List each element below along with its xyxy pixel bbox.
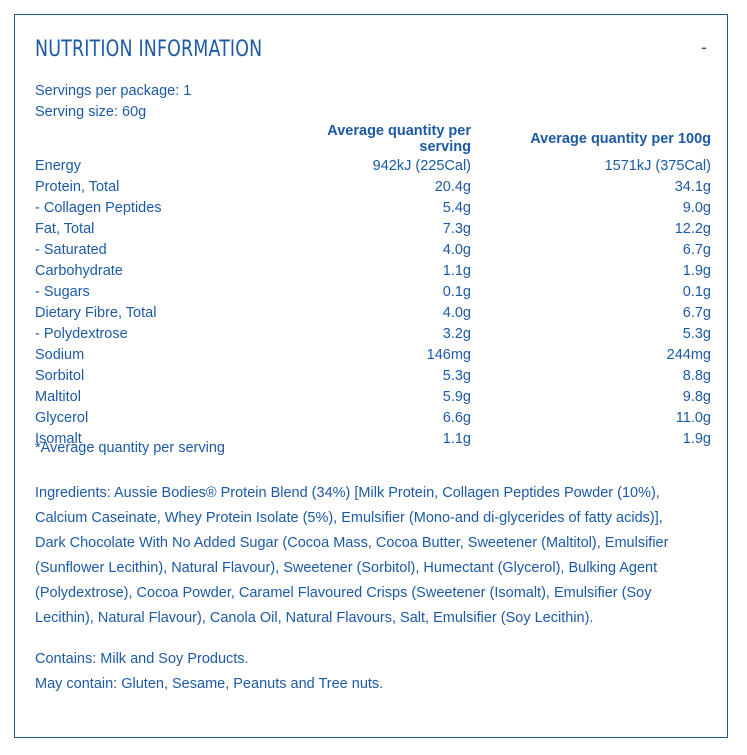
- table-row: Protein, Total 20.4g 34.1g: [35, 176, 711, 197]
- serving-size: Serving size: 60g: [35, 104, 147, 120]
- table-row: Sorbitol 5.3g 8.8g: [35, 365, 711, 386]
- panel-title: Nutrition Information: [35, 37, 263, 62]
- collapse-toggle-icon[interactable]: -: [701, 37, 707, 57]
- value-per-serving: 3.2g: [442, 325, 471, 342]
- table-row: Isomalt 1.1g 1.9g: [35, 428, 711, 449]
- value-per-serving: 146mg: [426, 346, 471, 363]
- table-header-row: Average quantity per serving Average qua…: [35, 123, 711, 155]
- value-per-100g: 1.9g: [682, 262, 711, 279]
- table-row: Glycerol 6.6g 11.0g: [35, 407, 711, 428]
- value-per-100g: 34.1g: [674, 178, 711, 195]
- nutrient-name: Isomalt: [35, 430, 82, 447]
- value-per-100g: 5.3g: [682, 325, 711, 342]
- nutrient-name: - Collagen Peptides: [35, 199, 162, 216]
- nutrition-table: Average quantity per serving Average qua…: [35, 123, 711, 449]
- value-per-serving: 942kJ (225Cal): [372, 157, 471, 174]
- value-per-serving: 1.1g: [442, 430, 471, 447]
- value-per-serving: 4.0g: [442, 241, 471, 258]
- table-row: Energy 942kJ (225Cal) 1571kJ (375Cal): [35, 155, 711, 176]
- nutrient-name: Dietary Fibre, Total: [35, 304, 157, 321]
- value-per-100g: 12.2g: [674, 220, 711, 237]
- value-per-serving: 5.4g: [442, 199, 471, 216]
- value-per-100g: 11.0g: [675, 409, 711, 426]
- panel-header[interactable]: Nutrition Information -: [35, 37, 707, 67]
- value-per-serving: 5.9g: [442, 388, 471, 405]
- nutrient-name: - Saturated: [35, 241, 107, 258]
- table-row: - Collagen Peptides 5.4g 9.0g: [35, 197, 711, 218]
- nutrient-name: Glycerol: [35, 409, 89, 426]
- footnote: *Average quantity per serving: [35, 440, 225, 456]
- nutrient-name: Sodium: [35, 346, 85, 363]
- value-per-100g: 244mg: [666, 346, 711, 363]
- allergen-may-contain: May contain: Gluten, Sesame, Peanuts and…: [35, 676, 384, 692]
- value-per-serving: 1.1g: [442, 262, 471, 279]
- value-per-100g: 1.9g: [682, 430, 711, 447]
- table-row: - Saturated 4.0g 6.7g: [35, 239, 711, 260]
- value-per-serving: 5.3g: [442, 367, 471, 384]
- nutrition-panel: Nutrition Information - Servings per pac…: [14, 14, 728, 738]
- nutrient-name: Energy: [35, 157, 81, 174]
- table-row: - Sugars 0.1g 0.1g: [35, 281, 711, 302]
- nutrient-name: Carbohydrate: [35, 262, 123, 279]
- allergen-contains: Contains: Milk and Soy Products.: [35, 651, 249, 667]
- value-per-100g: 9.0g: [682, 199, 711, 216]
- value-per-serving: 0.1g: [442, 283, 471, 300]
- ingredients-text: Ingredients: Aussie Bodies® Protein Blen…: [35, 485, 669, 626]
- nutrient-name: Fat, Total: [35, 220, 95, 237]
- table-row: Maltitol 5.9g 9.8g: [35, 386, 711, 407]
- table-row: Fat, Total 7.3g 12.2g: [35, 218, 711, 239]
- value-per-100g: 6.7g: [682, 304, 711, 321]
- column-header-per-serving: Average quantity per serving: [327, 123, 471, 155]
- value-per-serving: 6.6g: [442, 409, 471, 426]
- servings-per-package: Servings per package: 1: [35, 83, 192, 99]
- column-header-name: [35, 123, 281, 155]
- value-per-100g: 0.1g: [682, 283, 711, 300]
- value-per-serving: 7.3g: [442, 220, 471, 237]
- nutrient-name: - Sugars: [35, 283, 90, 300]
- nutrient-name: Sorbitol: [35, 367, 85, 384]
- value-per-100g: 8.8g: [682, 367, 711, 384]
- value-per-serving: 4.0g: [442, 304, 471, 321]
- value-per-100g: 1571kJ (375Cal): [604, 157, 711, 174]
- table-row: Sodium 146mg 244mg: [35, 344, 711, 365]
- table-row: - Polydextrose 3.2g 5.3g: [35, 323, 711, 344]
- value-per-100g: 9.8g: [682, 388, 711, 405]
- nutrient-name: Protein, Total: [35, 178, 120, 195]
- value-per-100g: 6.7g: [682, 241, 711, 258]
- table-row: Dietary Fibre, Total 4.0g 6.7g: [35, 302, 711, 323]
- column-header-per-100g: Average quantity per 100g: [530, 131, 711, 147]
- nutrient-name: Maltitol: [35, 388, 81, 405]
- value-per-serving: 20.4g: [434, 178, 471, 195]
- nutrient-name: - Polydextrose: [35, 325, 128, 342]
- table-row: Carbohydrate 1.1g 1.9g: [35, 260, 711, 281]
